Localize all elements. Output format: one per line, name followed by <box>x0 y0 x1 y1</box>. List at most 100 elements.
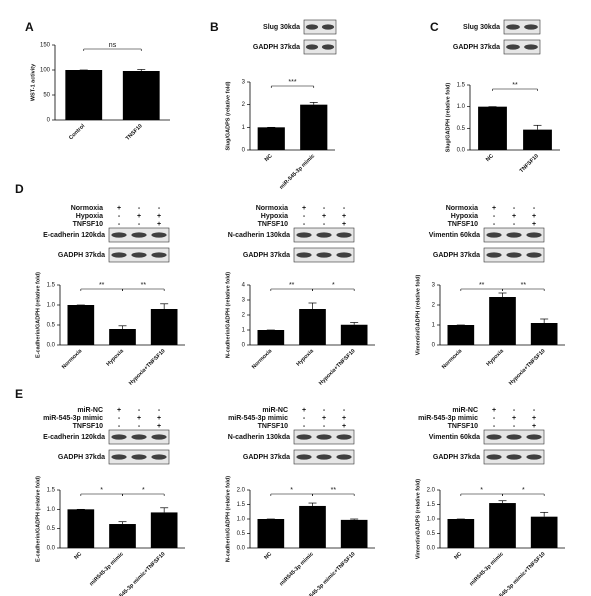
y-tick-label: 150 <box>40 43 51 49</box>
blot-band <box>486 252 502 258</box>
condition-sign: - <box>303 415 306 422</box>
blot-band <box>526 232 542 238</box>
significance-label: *** <box>288 79 296 86</box>
condition-sign: - <box>323 423 326 430</box>
condition-sign: - <box>118 423 121 430</box>
bar <box>530 323 558 345</box>
bar <box>122 71 160 120</box>
bar <box>65 70 103 120</box>
bar <box>257 127 285 150</box>
x-tick-label: miR-545-3p mimic <box>279 153 317 191</box>
blot-band <box>131 252 147 258</box>
condition-sign: + <box>342 423 346 430</box>
x-tick-label: miR545-3p mimic <box>89 551 125 587</box>
y-tick-label: 2.0 <box>427 488 436 494</box>
condition-sign: + <box>117 205 121 212</box>
y-tick-label: 2 <box>432 303 436 309</box>
significance-label: * <box>332 282 335 289</box>
condition-sign: - <box>493 415 496 422</box>
blot-band <box>526 454 542 460</box>
condition-label: miR-545-3p mimic <box>418 415 478 422</box>
bar <box>300 104 328 150</box>
blot-band <box>305 24 319 30</box>
blot-band <box>316 434 332 440</box>
x-tick-label: Normoxia <box>441 348 464 371</box>
blot-band <box>111 252 127 258</box>
y-tick-label: 0.0 <box>47 546 56 552</box>
blot-band <box>296 434 312 440</box>
y-tick-label: 0 <box>47 118 51 124</box>
panel-label: E <box>15 387 23 401</box>
y-tick-label: 0.5 <box>237 531 246 537</box>
y-tick-label: 4 <box>242 283 246 289</box>
condition-sign: + <box>157 213 161 220</box>
condition-sign: - <box>118 213 121 220</box>
condition-label: miR-NC <box>77 407 103 414</box>
condition-label: TNFSF10 <box>258 221 288 228</box>
blot-band <box>296 252 312 258</box>
blot-band <box>486 454 502 460</box>
condition-sign: + <box>342 221 346 228</box>
condition-sign: - <box>343 407 346 414</box>
x-tick-label: NC <box>264 153 274 163</box>
blot-band <box>336 434 352 440</box>
x-tick-label: miR545-3p mimic <box>469 551 505 587</box>
significance-label: * <box>100 487 103 494</box>
bar <box>109 329 136 345</box>
x-tick-label: Control <box>68 123 86 141</box>
x-tick-label: Normoxia <box>251 348 274 371</box>
blot-band <box>151 434 167 440</box>
condition-label: miR-NC <box>262 407 288 414</box>
y-tick-label: 1.5 <box>47 283 56 289</box>
significance-label: ** <box>141 282 147 289</box>
condition-sign: + <box>492 205 496 212</box>
condition-label: TNFSF10 <box>448 221 478 228</box>
bar <box>340 324 368 345</box>
significance-label: ** <box>479 282 485 289</box>
y-axis-label: E-cadherin/GADPH (relative fold) <box>35 476 41 562</box>
condition-sign: - <box>513 221 516 228</box>
condition-sign: + <box>512 415 516 422</box>
condition-sign: - <box>343 205 346 212</box>
condition-sign: + <box>137 213 141 220</box>
y-tick-label: 3 <box>242 80 246 86</box>
blot-band <box>506 252 522 258</box>
y-axis-label: Vimentin/GADPH (relative fold) <box>415 275 421 356</box>
panel-label: B <box>210 20 219 34</box>
blot-label: Vimentin 60kda <box>429 232 480 239</box>
condition-sign: + <box>302 205 306 212</box>
y-axis-label: Slug/GADPH (relative fold) <box>445 83 451 153</box>
y-tick-label: 0.5 <box>427 531 436 537</box>
y-tick-label: 3 <box>432 283 436 289</box>
significance-label: ** <box>331 487 337 494</box>
bar <box>478 106 507 150</box>
blot-band <box>506 44 520 50</box>
condition-sign: + <box>157 423 161 430</box>
blot-label: Vimentin 60kda <box>429 434 480 441</box>
condition-sign: + <box>302 407 306 414</box>
bar <box>67 509 95 548</box>
y-tick-label: 1.0 <box>47 303 56 309</box>
y-tick-label: 0 <box>432 343 436 349</box>
blot-frame <box>503 19 541 35</box>
condition-sign: + <box>157 221 161 228</box>
blot-label: GADPH 37kda <box>58 454 105 461</box>
bar <box>340 519 368 548</box>
blot-frame <box>503 39 541 55</box>
bar <box>299 309 326 345</box>
blot-band <box>111 454 127 460</box>
blot-band <box>506 434 522 440</box>
condition-sign: - <box>513 407 516 414</box>
blot-label: GADPH 37kda <box>433 454 480 461</box>
condition-label: TNFSF10 <box>73 423 103 430</box>
blot-band <box>296 454 312 460</box>
blot-label: E-cadherin 120kda <box>43 434 105 441</box>
bar <box>67 305 95 345</box>
blot-label: GADPH 37kda <box>243 454 290 461</box>
condition-sign: - <box>138 423 141 430</box>
condition-label: miR-NC <box>452 407 478 414</box>
y-axis-label: E-cadherin/GADPH (relative fold) <box>35 272 41 358</box>
blot-band <box>131 434 147 440</box>
y-axis-label: Slug/GADPS (relative fold) <box>225 81 231 150</box>
